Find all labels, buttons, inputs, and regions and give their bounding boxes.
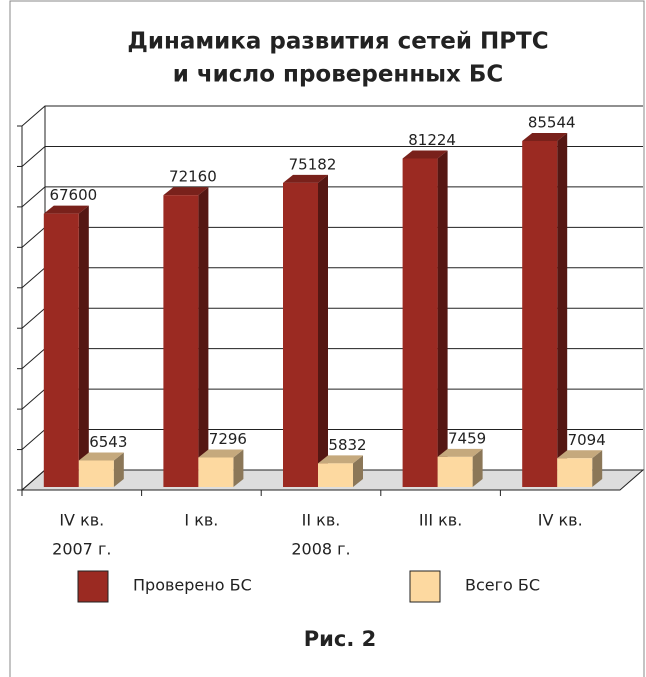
legend-label: Проверено БС — [133, 576, 252, 595]
bar-top — [283, 174, 328, 183]
bar-side — [318, 174, 328, 487]
bar-side — [557, 133, 568, 488]
legend-label: Всего БС — [465, 576, 540, 595]
bar-top — [437, 448, 483, 457]
bar-top — [522, 133, 568, 142]
value-label: 7296 — [209, 430, 247, 448]
bar-front — [43, 213, 79, 487]
bar — [318, 455, 363, 487]
bar-front — [522, 141, 558, 488]
x-tick-label: IV кв. — [59, 511, 104, 530]
bar-top — [318, 455, 363, 464]
bar — [402, 150, 448, 487]
bar — [43, 205, 89, 487]
bar-top — [198, 449, 244, 458]
legend-swatch — [409, 570, 441, 603]
bar-side — [592, 450, 603, 487]
frame — [9, 0, 645, 677]
bar-front — [283, 182, 318, 487]
bar — [522, 133, 568, 488]
value-label: 7094 — [568, 431, 606, 449]
chart-title: Динамика развития сетей ПРТС — [127, 29, 548, 55]
bar-front — [318, 463, 353, 487]
x-tick-label: II кв. — [302, 511, 341, 530]
bar-front — [78, 460, 114, 487]
bar — [198, 449, 244, 487]
bar-side — [472, 448, 483, 487]
bar-side — [113, 452, 124, 487]
bar-side — [353, 455, 363, 487]
legend-swatch — [77, 570, 109, 603]
bar — [163, 187, 209, 487]
caption: Рис. 2 — [304, 627, 376, 651]
bar-top — [557, 450, 603, 459]
value-label: 75182 — [289, 155, 337, 173]
x-group-label: 2007 г. — [52, 540, 111, 559]
x-tick-label: III кв. — [419, 511, 462, 530]
bar — [437, 448, 483, 487]
bar-front — [163, 195, 199, 487]
bar-side — [198, 187, 209, 487]
bar-top — [163, 187, 209, 196]
bar-top — [43, 205, 89, 214]
bar — [283, 174, 328, 487]
value-label: 67600 — [49, 186, 97, 204]
bar-top — [402, 150, 448, 159]
bar-side — [437, 150, 448, 487]
x-tick-label: I кв. — [184, 511, 218, 530]
value-label: 6543 — [89, 433, 127, 451]
bar-side — [78, 205, 89, 487]
value-label: 7459 — [448, 429, 486, 447]
chart-title: и число проверенных БС — [173, 62, 504, 88]
x-tick-label: IV кв. — [538, 511, 583, 530]
bar — [78, 452, 124, 487]
bar-top — [78, 452, 124, 461]
bar-front — [402, 158, 438, 487]
bar-side — [233, 449, 244, 487]
x-group-label: 2008 г. — [291, 540, 350, 559]
bar — [557, 450, 603, 487]
value-label: 72160 — [169, 168, 217, 186]
value-label: 81224 — [408, 131, 456, 149]
value-label: 85544 — [528, 114, 576, 132]
bar-front — [198, 457, 234, 487]
value-label: 5832 — [328, 436, 366, 454]
bar-front — [557, 458, 593, 487]
bar-front — [437, 456, 473, 487]
